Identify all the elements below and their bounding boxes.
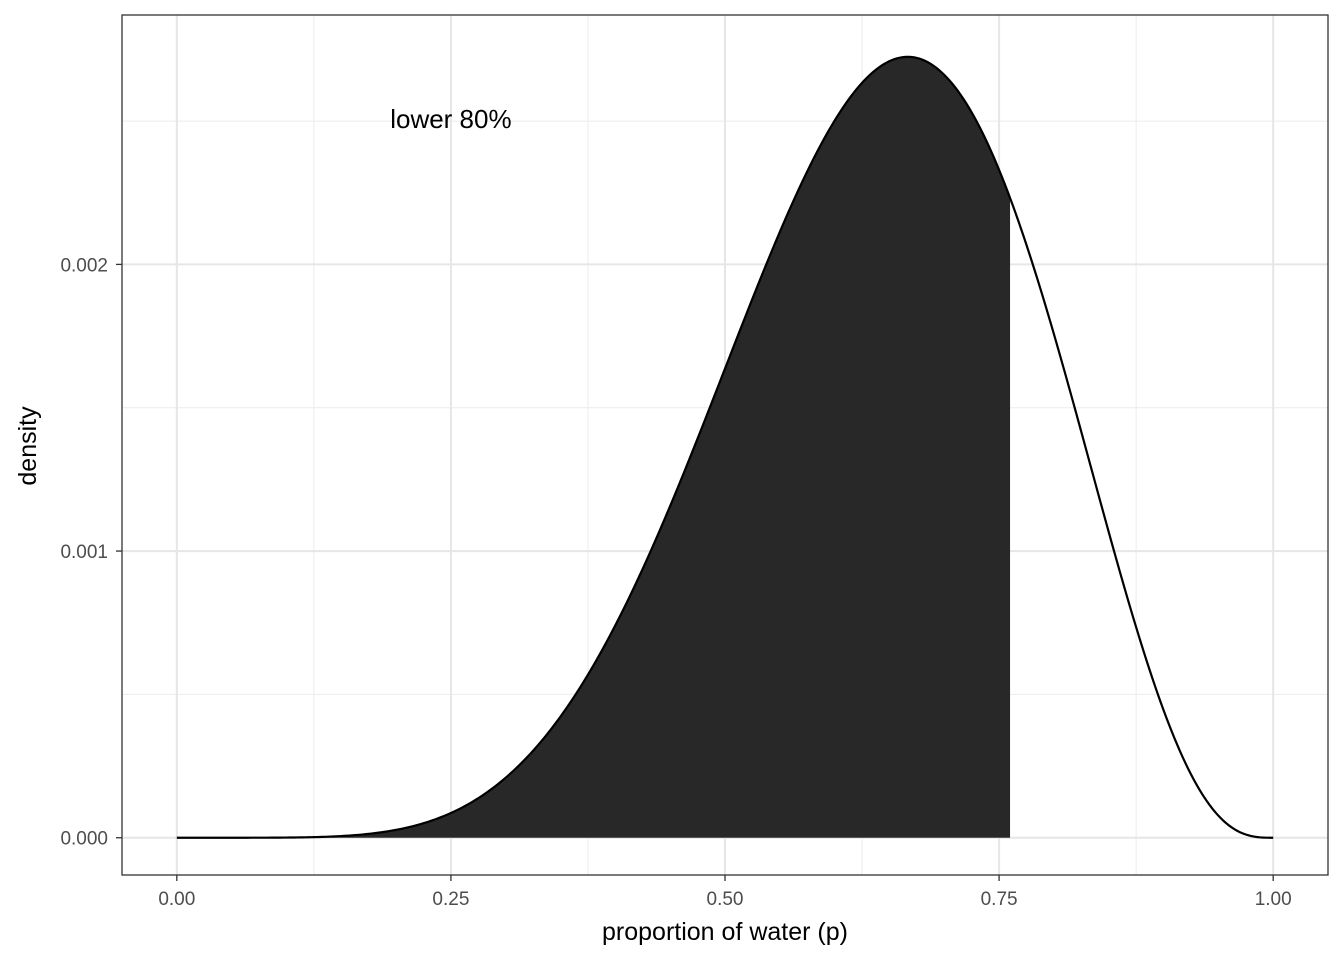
x-axis-title: proportion of water (p) — [602, 918, 848, 946]
x-tick-label: 0.75 — [981, 889, 1018, 910]
y-tick-label: 0.000 — [60, 829, 108, 850]
annotation-lower-80: lower 80% — [390, 104, 511, 134]
x-tick-label: 0.25 — [432, 889, 469, 910]
y-axis-title: density — [14, 406, 42, 486]
x-tick-label: 0.00 — [158, 889, 195, 910]
y-tick-label: 0.001 — [60, 542, 108, 563]
x-axis: 0.00 0.25 0.50 0.75 1.00 — [158, 875, 1292, 910]
y-axis: 0.000 0.001 0.002 — [60, 255, 122, 850]
y-tick-label: 0.002 — [60, 255, 108, 276]
density-curve — [176, 55, 1274, 839]
x-tick-label: 0.50 — [707, 889, 744, 910]
x-tick-label: 1.00 — [1255, 889, 1292, 910]
lower-80-shaded-area — [176, 56, 1011, 838]
